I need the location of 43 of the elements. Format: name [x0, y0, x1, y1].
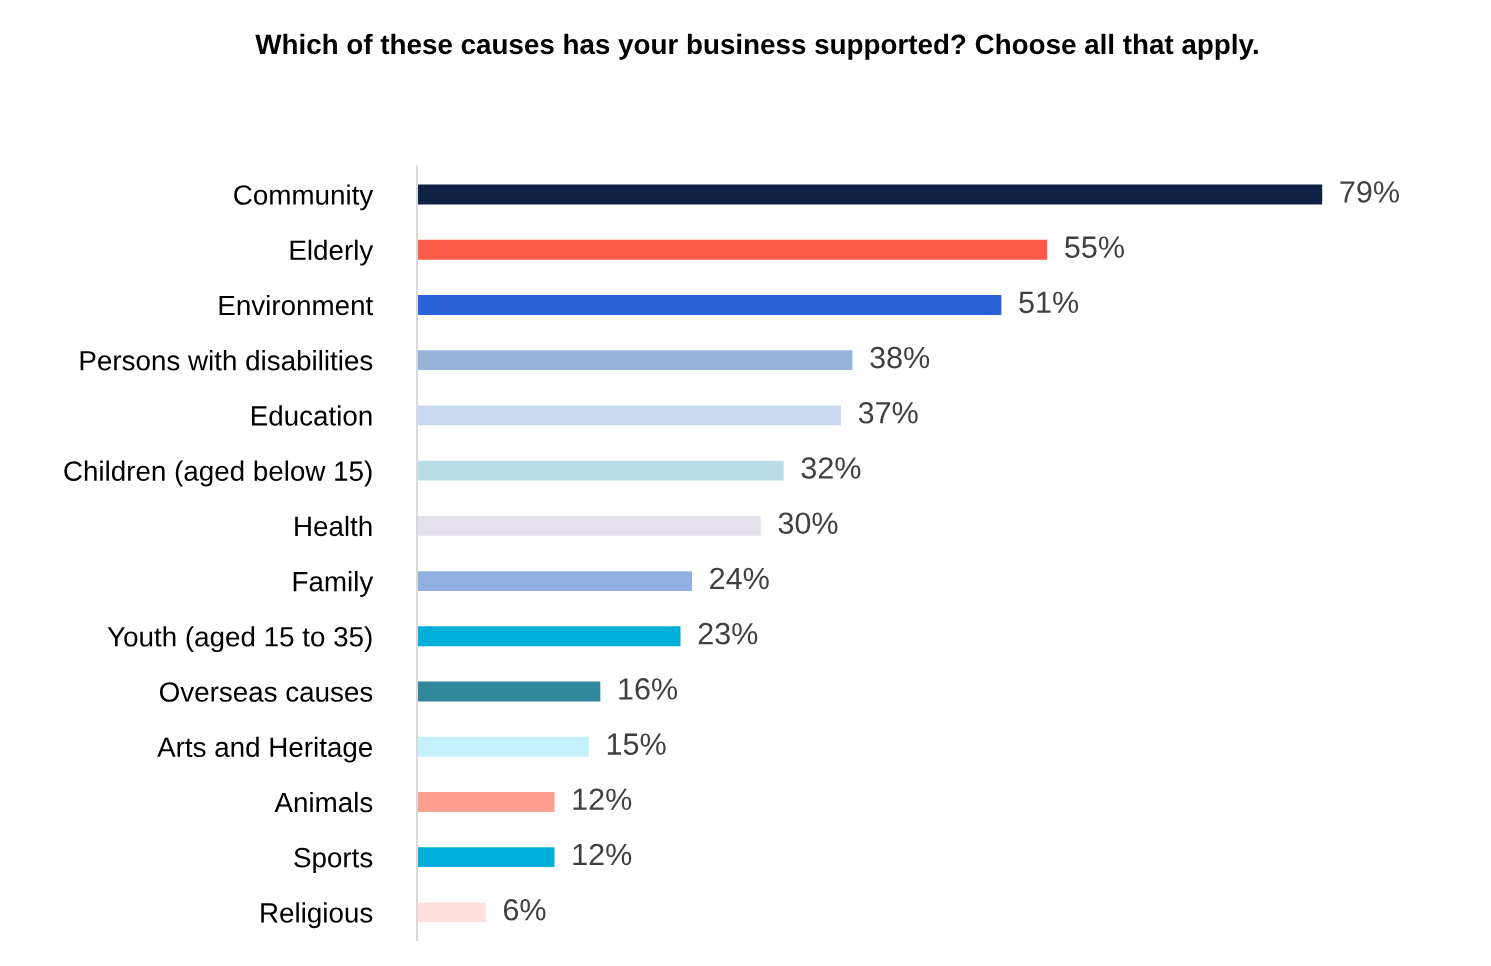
- y-tick-label: Education: [251, 405, 372, 426]
- y-tick-label: Family: [293, 571, 374, 597]
- bar: [417, 239, 1048, 260]
- y-tick-label: Sports: [294, 847, 373, 873]
- data-label: 12%: [573, 788, 632, 811]
- bar: [417, 626, 681, 647]
- y-tick-label: Children (aged below 15): [64, 460, 372, 487]
- data-label: 79%: [1340, 181, 1399, 203]
- data-label: 30%: [778, 512, 838, 535]
- bar: [417, 736, 589, 757]
- bar: [417, 847, 555, 868]
- y-tick-label: Persons with disabilities: [80, 350, 373, 371]
- data-label: 37%: [858, 401, 918, 424]
- y-tick-label: Youth (aged 15 to 35): [107, 626, 372, 653]
- bar: [417, 515, 761, 536]
- bar: [417, 902, 486, 923]
- y-tick-label: Animals: [274, 791, 373, 813]
- y-tick-label: Environment: [219, 294, 374, 316]
- y-tick-label: Overseas causes: [159, 682, 373, 702]
- y-tick-label: Community: [234, 184, 374, 211]
- data-label: 16%: [619, 678, 678, 700]
- data-label: 12%: [573, 843, 632, 866]
- bar: [417, 295, 1002, 315]
- data-label: 38%: [870, 346, 930, 369]
- bar: [417, 405, 841, 426]
- y-tick-label: Elderly: [290, 239, 374, 266]
- y-tick-label: Religious: [261, 902, 373, 929]
- data-label: 23%: [698, 622, 758, 645]
- data-label: 51%: [1019, 291, 1079, 314]
- bar: [417, 184, 1323, 205]
- data-label: 15%: [607, 733, 666, 755]
- bar: [417, 571, 692, 592]
- bar: [417, 460, 784, 481]
- data-label: 6%: [503, 898, 546, 921]
- bar: [417, 792, 555, 812]
- y-tick-label: Health: [295, 515, 372, 537]
- data-label: 24%: [710, 567, 769, 590]
- chart-title: Which of these causes has your business supported? Choose all that apply.: [255, 33, 1258, 60]
- bar: [417, 350, 853, 371]
- bar: [417, 681, 601, 702]
- data-label: 55%: [1065, 236, 1124, 258]
- y-tick-label: Arts and Heritage: [157, 736, 373, 763]
- data-label: 32%: [801, 457, 861, 479]
